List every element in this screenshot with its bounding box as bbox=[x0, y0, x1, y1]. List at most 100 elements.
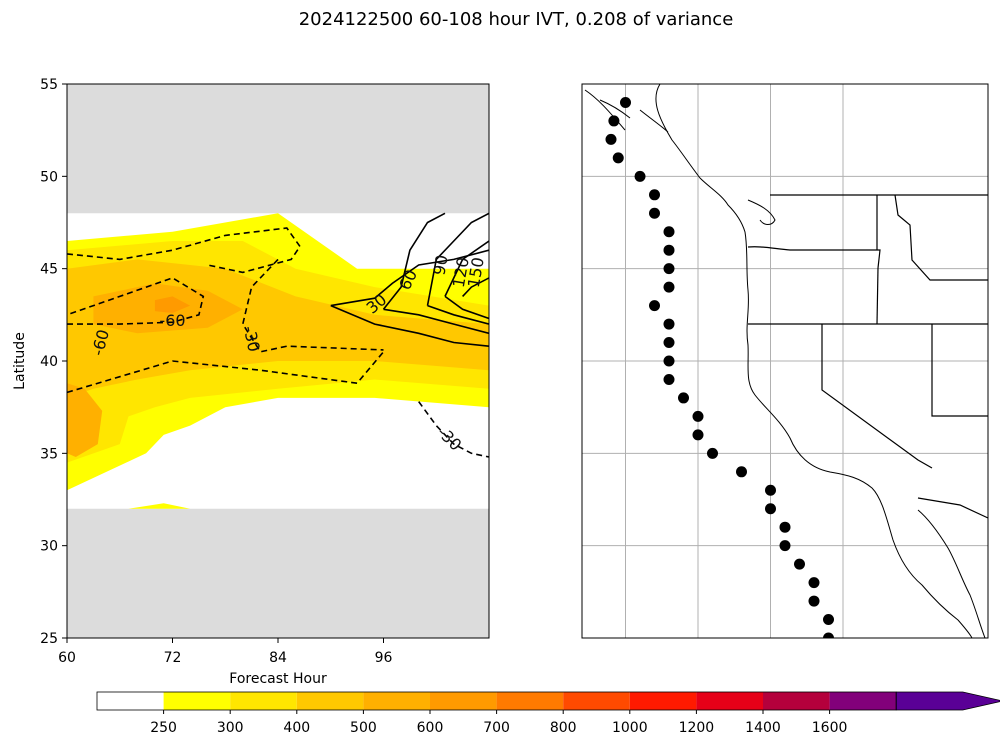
colorbar-segment bbox=[430, 692, 497, 710]
us-mexico-border bbox=[917, 497, 988, 519]
y-tick-label: 55 bbox=[40, 77, 58, 93]
state-borders bbox=[747, 194, 988, 519]
ivt-region-500-5 bbox=[67, 383, 103, 457]
contour-lines bbox=[67, 212, 489, 458]
station-point bbox=[663, 263, 675, 275]
y-tick-label: 25 bbox=[40, 631, 58, 647]
contour-line-9 bbox=[427, 304, 489, 325]
masked-band-1 bbox=[67, 84, 489, 214]
station-point bbox=[794, 558, 805, 570]
y-tick-label: 45 bbox=[40, 262, 58, 278]
station-point bbox=[608, 115, 620, 127]
pacific-coastline bbox=[655, 84, 973, 638]
colorbar-tick-label: 1200 bbox=[679, 720, 715, 736]
colorbar-segment bbox=[163, 692, 231, 710]
colorbar-segment bbox=[496, 692, 564, 710]
colorbar-ticks: 250 300 400 500 600 700 800 1000 1200 1400 1600 bbox=[150, 710, 847, 736]
coastline bbox=[584, 84, 986, 638]
station-point bbox=[765, 484, 776, 496]
station-point bbox=[808, 577, 820, 589]
colorbar-segment bbox=[829, 692, 897, 710]
station-point bbox=[736, 466, 747, 478]
x-axis-label: Forecast Hour bbox=[229, 671, 327, 687]
y-axis: 25 30 35 40 45 50 55 bbox=[40, 77, 67, 647]
station-markers bbox=[605, 96, 834, 638]
station-point bbox=[663, 337, 675, 349]
contour-line-1 bbox=[67, 227, 301, 274]
station-point bbox=[707, 447, 718, 459]
station-point bbox=[663, 244, 675, 256]
colorbar-tick-label: 400 bbox=[283, 720, 310, 736]
puget-sound bbox=[747, 199, 776, 225]
station-point bbox=[779, 540, 791, 552]
station-point bbox=[663, 318, 675, 330]
contour-line-10 bbox=[426, 212, 489, 306]
station-point bbox=[663, 355, 675, 367]
station-point bbox=[663, 373, 675, 385]
x-tick-label: 72 bbox=[164, 650, 182, 666]
colorbar-segment bbox=[696, 692, 763, 710]
colorbar-segment bbox=[563, 692, 630, 710]
station-point bbox=[620, 96, 631, 108]
y-tick-label: 40 bbox=[40, 354, 58, 370]
y-tick-label: 50 bbox=[40, 169, 58, 185]
figure-title: 2024122500 60-108 hour IVT, 0.208 of var… bbox=[298, 9, 734, 30]
contour-line-2 bbox=[67, 351, 385, 394]
nevada-utah-border bbox=[931, 324, 988, 417]
ivt-region-600-6 bbox=[154, 296, 191, 313]
contour-line-6 bbox=[330, 249, 489, 307]
colorbar-tick-label: 1600 bbox=[812, 720, 848, 736]
colorbar-segment bbox=[629, 692, 697, 710]
y-tick-label: 35 bbox=[40, 446, 58, 462]
idaho-montana-border bbox=[894, 194, 988, 281]
colorbar-tick-label: 1000 bbox=[612, 720, 648, 736]
colorbar-tick-label: 800 bbox=[550, 720, 577, 736]
station-point bbox=[779, 521, 791, 533]
station-point bbox=[634, 170, 646, 182]
colorbar-tick-label: 1400 bbox=[745, 720, 781, 736]
contour-line-13 bbox=[462, 277, 489, 297]
station-point bbox=[765, 503, 776, 515]
colorbar-tick-label: 250 bbox=[150, 720, 177, 736]
colorbar-segment bbox=[296, 692, 364, 710]
station-point bbox=[823, 632, 834, 638]
x-tick-label: 96 bbox=[375, 650, 393, 666]
baja-gulf-coastline bbox=[917, 509, 986, 638]
station-point bbox=[663, 281, 675, 293]
masked-latitude-bands bbox=[67, 84, 489, 638]
station-point bbox=[612, 152, 624, 164]
contour-line-8 bbox=[382, 212, 446, 310]
masked-band-0 bbox=[67, 508, 489, 638]
x-tick-label: 60 bbox=[58, 650, 76, 666]
colorbar-tick-label: 700 bbox=[483, 720, 510, 736]
contour-line-4 bbox=[418, 401, 489, 458]
colorbar-tick-label: 500 bbox=[350, 720, 377, 736]
contour-line-12 bbox=[444, 240, 489, 297]
colorbar-segment bbox=[363, 692, 430, 710]
colorbar-extend-arrow bbox=[895, 691, 1000, 711]
contour-label: 90 bbox=[430, 253, 452, 276]
station-point bbox=[605, 133, 617, 145]
contour-line-3 bbox=[241, 258, 384, 353]
x-axis: 60 72 84 96 bbox=[58, 638, 392, 666]
bc-islands bbox=[584, 89, 669, 133]
contour-line-7 bbox=[383, 308, 489, 335]
y-tick-label: 30 bbox=[40, 539, 58, 555]
colorbar-segment bbox=[230, 692, 297, 710]
station-point bbox=[649, 189, 660, 201]
colorbar-tick-label: 600 bbox=[417, 720, 444, 736]
contour-line-11 bbox=[444, 295, 489, 320]
station-point bbox=[663, 226, 675, 238]
colorbar: 250 300 400 500 600 700 800 1000 1200 1400 1600 bbox=[96, 691, 1000, 736]
station-point bbox=[808, 595, 820, 607]
map-panel bbox=[581, 83, 989, 639]
station-point bbox=[823, 614, 834, 626]
colorbar-segment bbox=[763, 692, 830, 710]
washington-oregon-border bbox=[747, 246, 881, 269]
colorbar-segments bbox=[96, 691, 1000, 711]
station-point bbox=[649, 207, 660, 219]
station-point bbox=[692, 429, 704, 441]
station-point bbox=[649, 300, 660, 312]
